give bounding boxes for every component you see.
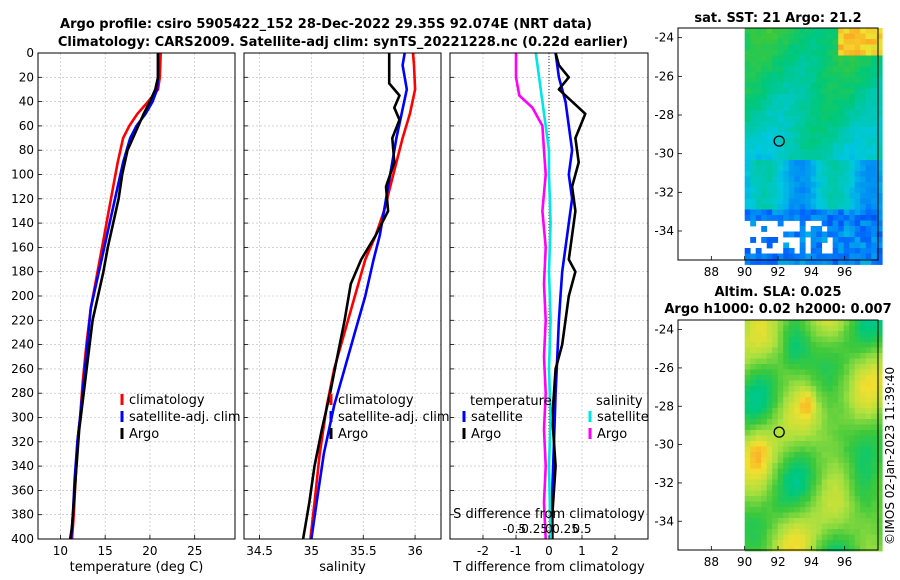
y-tick-label: 400 xyxy=(11,532,34,546)
map-y-tick-label: -34 xyxy=(654,224,674,238)
map-x-tick-label: 90 xyxy=(737,265,752,279)
y-tick-label: 140 xyxy=(11,216,34,230)
y-tick-label: 360 xyxy=(11,483,34,497)
map-y-tick-label: -26 xyxy=(654,361,674,375)
sst_map-panel: 88 90 92 94 96 -24 -26 -28 -30 -32 -34 sat. SST: 21… xyxy=(654,11,883,279)
map-y-tick-label: -24 xyxy=(654,323,674,337)
x-tick-label: 36 xyxy=(407,544,422,558)
map-y-tick-label: -32 xyxy=(654,185,674,199)
argo-position-marker xyxy=(773,426,785,438)
y-tick-label: 300 xyxy=(11,411,34,425)
y-tick-label: 380 xyxy=(11,508,34,522)
y-tick-label: 40 xyxy=(19,95,34,109)
y-tick-label: 240 xyxy=(11,338,34,352)
series-argo xyxy=(301,53,401,540)
sst-map-title: sat. SST: 21 Argo: 21.2 xyxy=(694,11,861,26)
map-x-tick-label: 92 xyxy=(770,555,785,569)
y-tick-label: 80 xyxy=(19,143,34,157)
map-y-tick-label: -24 xyxy=(654,31,674,45)
legend-label: satellite xyxy=(597,410,649,425)
y-tick-label: 60 xyxy=(19,119,34,133)
top-x-tick-label: 0.25 xyxy=(552,522,579,536)
x-tick-label: 0 xyxy=(545,544,553,558)
map-x-tick-label: 88 xyxy=(704,555,719,569)
series-salinity-satellite xyxy=(534,52,552,540)
map-x-tick-label: 92 xyxy=(770,265,785,279)
series-temperature-satellite xyxy=(550,52,574,539)
top-axis-label: S difference from climatology xyxy=(453,507,645,522)
y-tick-label: 320 xyxy=(11,435,34,449)
legend-title-temperature: temperature xyxy=(470,394,552,409)
y-tick-label: 180 xyxy=(11,265,34,279)
top-x-tick-label: -0.25 xyxy=(517,522,548,536)
figure-title-line2: Climatology: CARS2009. Satellite-adj cli… xyxy=(58,35,628,50)
legend-label: climatology xyxy=(338,393,414,408)
y-tick-label: 260 xyxy=(11,362,34,376)
map-y-tick-label: -30 xyxy=(654,438,674,452)
series-salinity-argo xyxy=(514,53,548,540)
y-tick-label: 100 xyxy=(11,168,34,182)
series-temperature-argo xyxy=(550,52,587,539)
y-tick-label: 160 xyxy=(11,240,34,254)
y-tick-label: 120 xyxy=(11,192,34,206)
x-tick-label: 1 xyxy=(578,544,586,558)
imos-credit: ©IMOS 02-Jan-2023 11:39:40 xyxy=(883,367,897,545)
y-tick-label: 220 xyxy=(11,313,34,327)
legend-title-salinity: salinity xyxy=(596,394,643,409)
salinity-panel: 34.5 35 35.5 36 salinity climatology satellite… xyxy=(243,52,450,575)
y-tick-label: 0 xyxy=(26,46,34,60)
legend-label: satellite-adj. clim xyxy=(338,410,450,425)
map-x-tick-label: 94 xyxy=(804,555,819,569)
x-axis-label: salinity xyxy=(319,560,366,575)
argo-position-marker xyxy=(773,135,785,147)
x-tick-label: -2 xyxy=(477,544,489,558)
series-argo xyxy=(68,53,160,540)
x-tick-label: 10 xyxy=(53,544,68,558)
map-y-tick-label: -26 xyxy=(654,69,674,83)
x-axis-label: temperature (deg C) xyxy=(70,560,204,575)
legend-label: satellite-adj. clim xyxy=(129,410,241,425)
x-axis-label: T difference from climatology xyxy=(452,560,645,575)
map-y-tick-label: -28 xyxy=(654,108,674,122)
y-tick-label: 200 xyxy=(11,289,34,303)
map-y-tick-label: -28 xyxy=(654,399,674,413)
legend-label: Argo xyxy=(597,427,627,442)
top-x-tick-label: -0.5 xyxy=(503,522,526,536)
x-tick-label: 35 xyxy=(304,544,319,558)
y-tick-label: 280 xyxy=(11,386,34,400)
map-x-tick-label: 96 xyxy=(837,265,852,279)
temperature-panel: 10 15 20 25 temperature (deg C) 0 20 40 60 80 100 1… xyxy=(11,46,241,575)
sla_map-cells xyxy=(744,320,883,552)
sla-map-title: Altim. SLA: 0.025 xyxy=(715,285,842,300)
map-y-tick-label: -34 xyxy=(654,514,674,528)
legend-label: Argo xyxy=(338,427,368,442)
top-x-tick-label: 0 xyxy=(545,522,553,536)
sla-map-subtitle: Argo h1000: 0.02 h2000: 0.007 xyxy=(664,302,891,317)
legend-label: satellite xyxy=(471,410,523,425)
legend-label: Argo xyxy=(471,427,501,442)
map-y-tick-label: -30 xyxy=(654,147,674,161)
sla_map-panel: 88 90 92 94 96 -24 -26 -28 -30 -32 -34 Altim. SLA: … xyxy=(654,285,891,569)
x-tick-label: -1 xyxy=(510,544,522,558)
x-tick-label: 2 xyxy=(611,544,619,558)
legend-label: Argo xyxy=(129,427,159,442)
difference-panel: -2 -1 0 1 2 T difference from climatology temp… xyxy=(449,52,649,575)
legend-label: climatology xyxy=(129,393,205,408)
x-tick-label: 15 xyxy=(98,544,113,558)
x-tick-label: 25 xyxy=(187,544,202,558)
map-x-tick-label: 88 xyxy=(704,265,719,279)
x-tick-label: 35.5 xyxy=(350,544,377,558)
x-tick-label: 20 xyxy=(142,544,157,558)
map-x-tick-label: 96 xyxy=(837,555,852,569)
map-y-tick-label: -32 xyxy=(654,476,674,490)
map-x-tick-label: 94 xyxy=(804,265,819,279)
y-tick-label: 20 xyxy=(19,70,34,84)
map-x-tick-label: 90 xyxy=(737,555,752,569)
figure-title-line1: Argo profile: csiro 5905422_152 28-Dec-2… xyxy=(60,17,592,32)
y-tick-label: 340 xyxy=(11,459,34,473)
x-tick-label: 34.5 xyxy=(246,544,273,558)
top-x-tick-label: 0.5 xyxy=(572,522,591,536)
sst_map-cells xyxy=(744,28,883,265)
